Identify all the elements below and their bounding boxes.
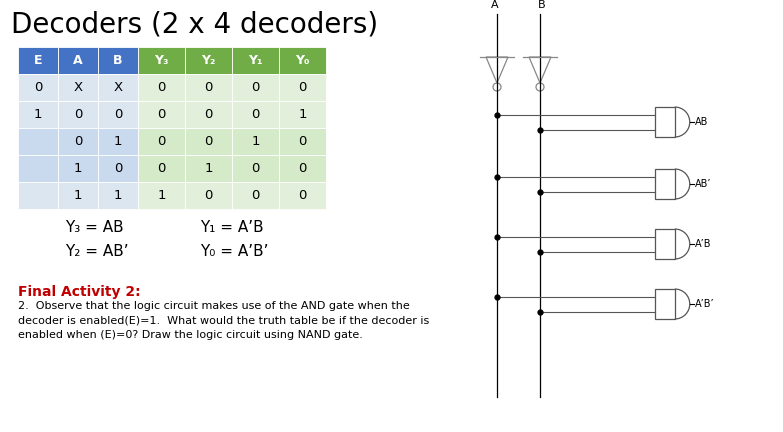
Text: B: B	[538, 0, 546, 10]
Text: Y₀ = A’B’: Y₀ = A’B’	[200, 244, 269, 258]
Text: 0: 0	[251, 108, 260, 121]
Bar	[279, 74, 326, 101]
Text: 0: 0	[157, 81, 166, 94]
Text: A: A	[491, 0, 499, 10]
Text: B: B	[114, 54, 123, 67]
Text: 0: 0	[204, 108, 213, 121]
Text: X: X	[74, 81, 82, 94]
Text: 1: 1	[157, 189, 166, 202]
Bar	[98, 101, 138, 128]
Text: Decoders (2 x 4 decoders): Decoders (2 x 4 decoders)	[12, 10, 378, 38]
Text: Final Activity 2:: Final Activity 2:	[18, 285, 141, 299]
Bar	[185, 47, 232, 74]
Text: 0: 0	[204, 189, 213, 202]
Text: A: A	[73, 54, 83, 67]
Text: AB’: AB’	[695, 179, 711, 189]
Text: 0: 0	[34, 81, 42, 94]
Text: A’B: A’B	[695, 239, 711, 249]
Text: 0: 0	[251, 162, 260, 175]
Text: Y₀: Y₀	[295, 54, 310, 67]
Bar	[279, 182, 326, 209]
Text: 0: 0	[251, 81, 260, 94]
Text: 0: 0	[251, 189, 260, 202]
Bar	[279, 101, 326, 128]
Bar	[58, 182, 98, 209]
Text: 0: 0	[298, 135, 307, 148]
Text: Y₁ = A’B: Y₁ = A’B	[200, 219, 264, 235]
Text: Y₃: Y₃	[154, 54, 169, 67]
Bar	[185, 74, 232, 101]
Bar	[232, 128, 279, 155]
Bar	[138, 128, 185, 155]
Bar	[98, 128, 138, 155]
Bar	[18, 128, 58, 155]
Bar	[232, 182, 279, 209]
Bar	[279, 155, 326, 182]
Text: 0: 0	[74, 108, 82, 121]
Text: Y₁: Y₁	[248, 54, 263, 67]
Bar	[185, 101, 232, 128]
Bar	[138, 47, 185, 74]
Text: 1: 1	[204, 162, 213, 175]
Bar	[18, 47, 58, 74]
Text: AB: AB	[695, 117, 708, 127]
Bar	[185, 128, 232, 155]
Text: Y₂ = AB’: Y₂ = AB’	[65, 244, 128, 258]
Text: 2.  Observe that the logic circuit makes use of the AND gate when the
decoder is: 2. Observe that the logic circuit makes …	[18, 301, 429, 340]
Text: E: E	[34, 54, 42, 67]
Text: X: X	[114, 81, 123, 94]
Bar	[98, 74, 138, 101]
Bar	[138, 155, 185, 182]
Bar	[58, 155, 98, 182]
Text: 1: 1	[114, 189, 122, 202]
Bar	[18, 155, 58, 182]
Text: 0: 0	[157, 108, 166, 121]
Bar	[98, 155, 138, 182]
Bar	[279, 47, 326, 74]
Text: A’B’: A’B’	[695, 299, 714, 309]
Bar	[98, 47, 138, 74]
Bar	[18, 182, 58, 209]
Bar	[185, 182, 232, 209]
Text: 1: 1	[34, 108, 42, 121]
Text: 1: 1	[74, 162, 82, 175]
Bar	[58, 128, 98, 155]
Bar	[18, 74, 58, 101]
Text: 1: 1	[298, 108, 307, 121]
Bar	[98, 182, 138, 209]
Text: Y₂: Y₂	[201, 54, 215, 67]
Bar	[232, 74, 279, 101]
Text: 0: 0	[298, 162, 307, 175]
Bar	[18, 101, 58, 128]
Bar	[279, 128, 326, 155]
Text: 0: 0	[114, 108, 122, 121]
Text: 0: 0	[204, 81, 213, 94]
Bar	[138, 182, 185, 209]
Bar	[185, 155, 232, 182]
Text: 1: 1	[251, 135, 260, 148]
Text: 0: 0	[157, 135, 166, 148]
Text: 0: 0	[74, 135, 82, 148]
Text: 0: 0	[298, 81, 307, 94]
Bar	[138, 101, 185, 128]
Bar	[58, 74, 98, 101]
Text: 0: 0	[114, 162, 122, 175]
Bar	[58, 47, 98, 74]
Bar	[232, 47, 279, 74]
Bar	[58, 101, 98, 128]
Text: 0: 0	[204, 135, 213, 148]
Bar	[232, 101, 279, 128]
Bar	[138, 74, 185, 101]
Text: 1: 1	[74, 189, 82, 202]
Bar	[232, 155, 279, 182]
Text: 0: 0	[157, 162, 166, 175]
Text: Y₃ = AB: Y₃ = AB	[65, 219, 124, 235]
Text: 0: 0	[298, 189, 307, 202]
Text: 1: 1	[114, 135, 122, 148]
